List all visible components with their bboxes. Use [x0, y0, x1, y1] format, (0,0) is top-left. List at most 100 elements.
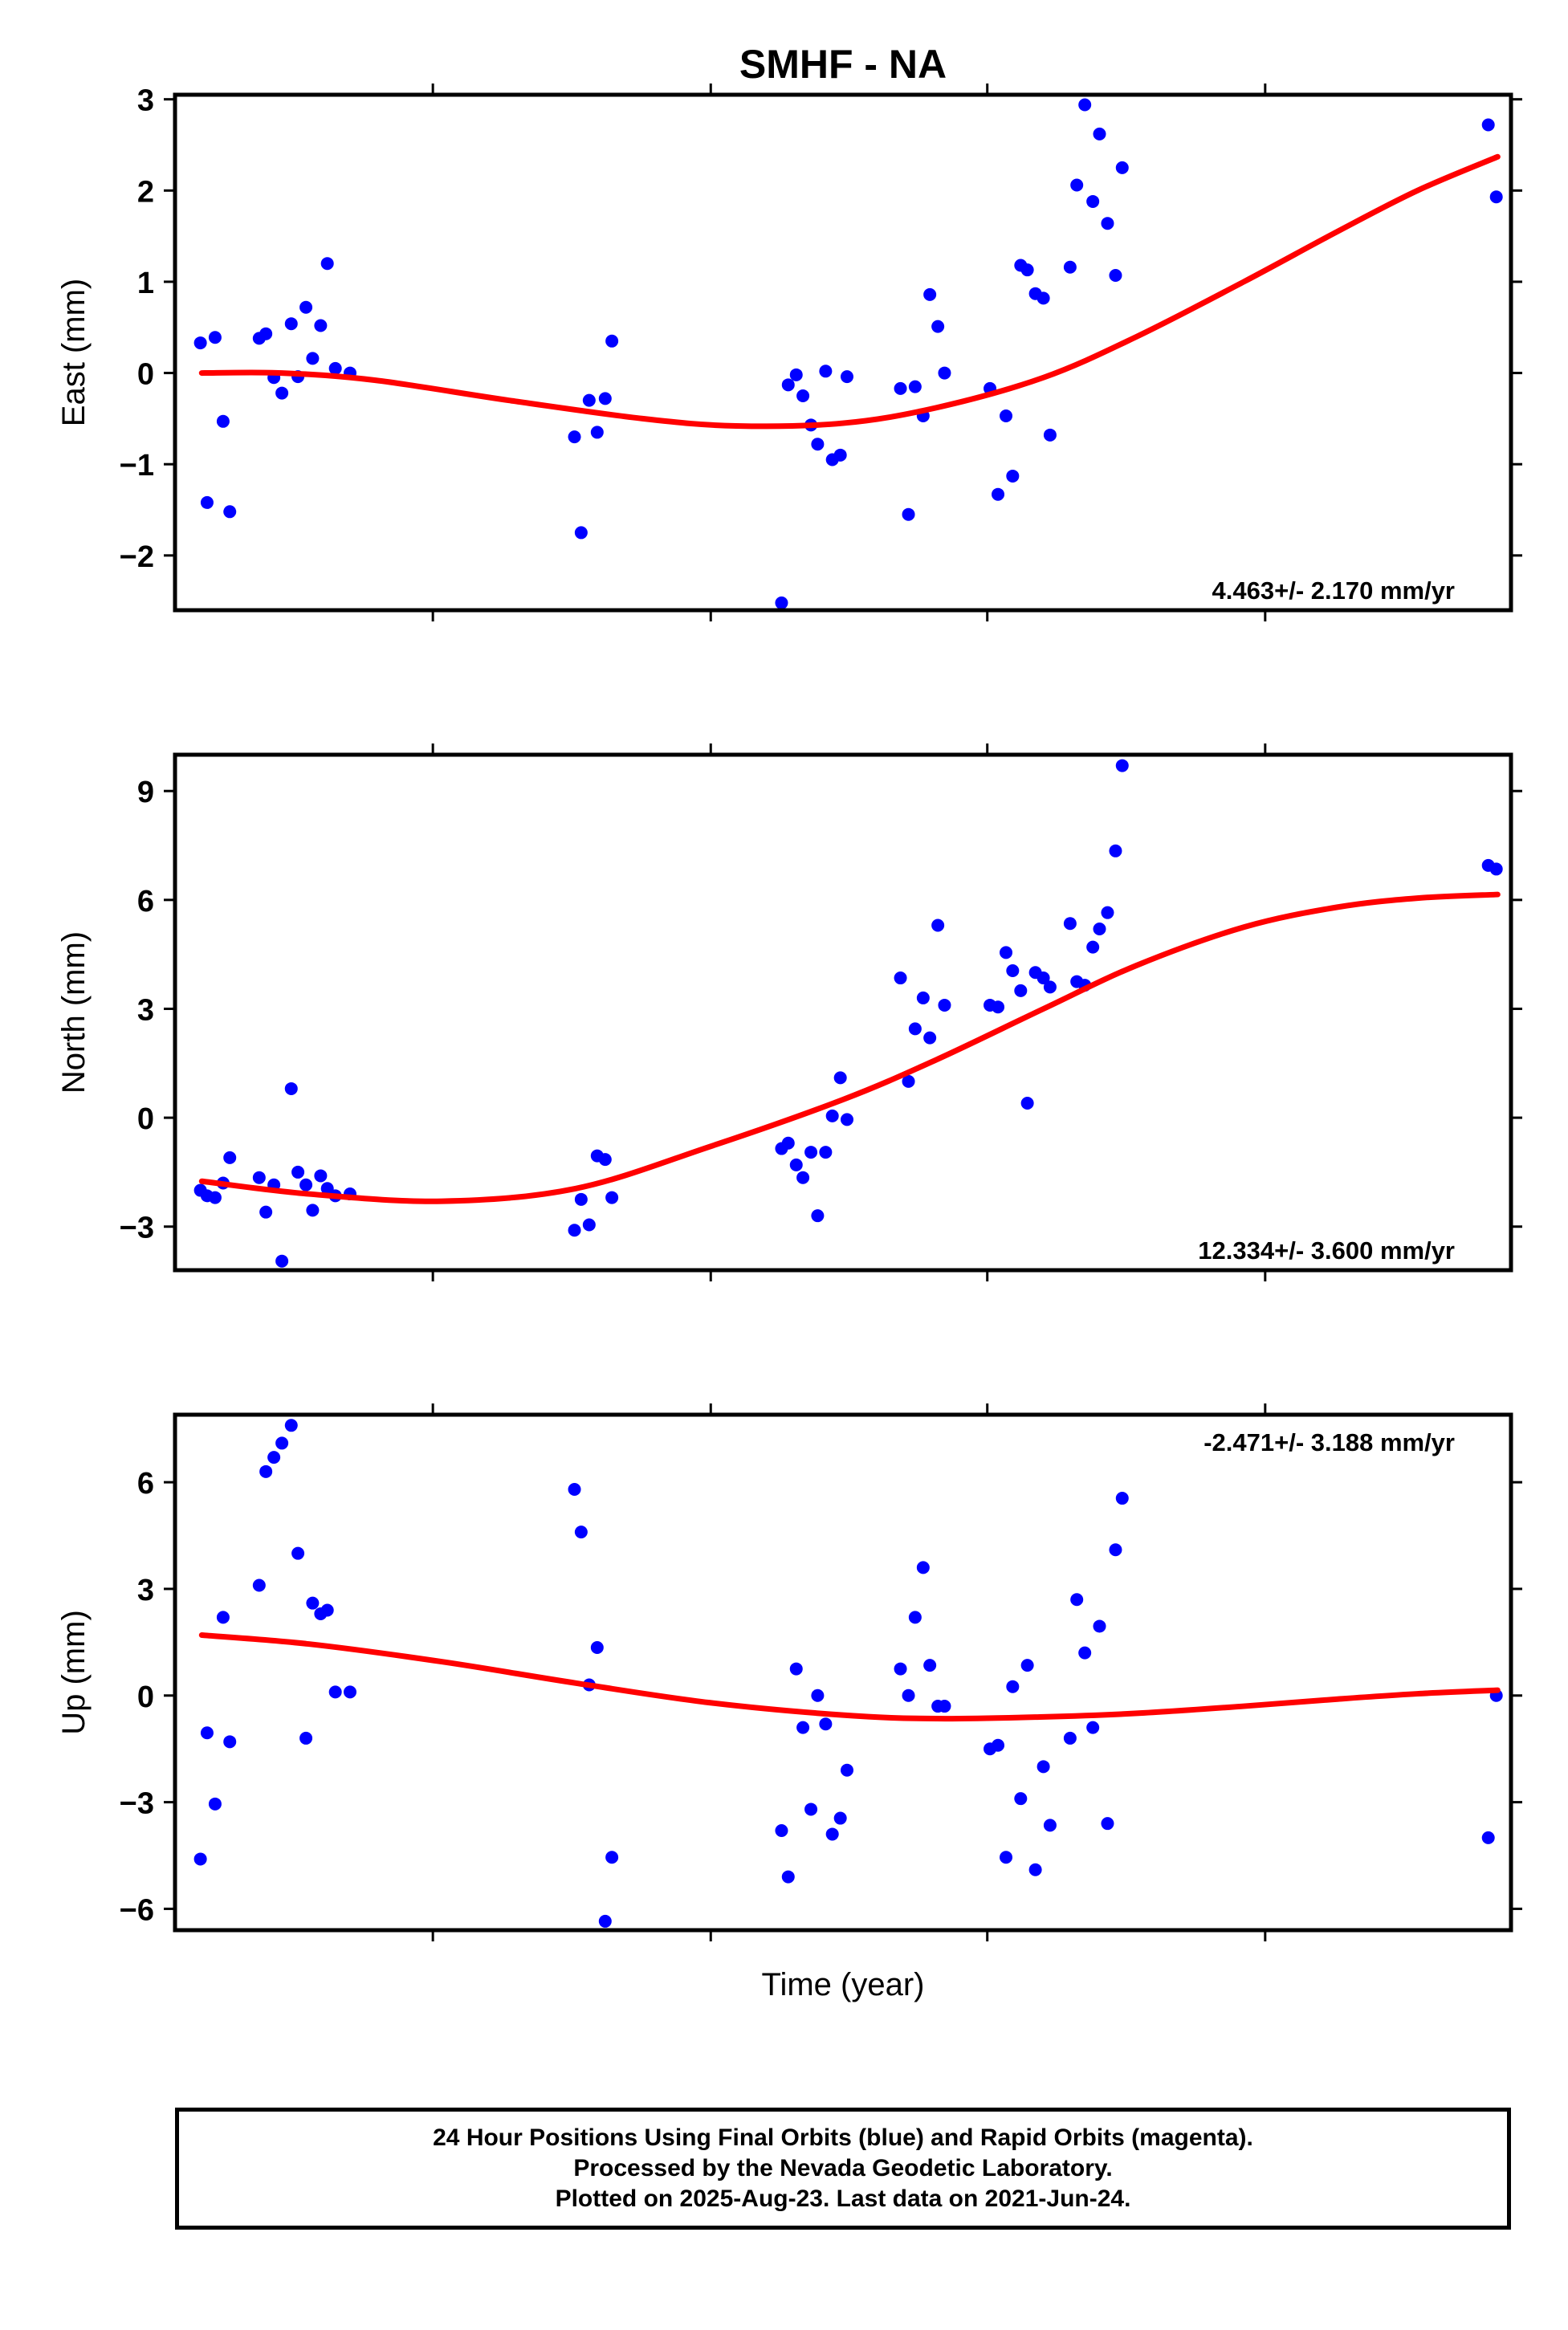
- data-point: [1037, 291, 1050, 305]
- data-point: [275, 1254, 289, 1268]
- data-point: [902, 1688, 915, 1702]
- data-point: [200, 495, 214, 509]
- data-point: [1037, 972, 1050, 985]
- data-point: [1070, 1593, 1084, 1607]
- data-point: [1000, 409, 1013, 422]
- data-point: [840, 1113, 853, 1126]
- data-point: [811, 438, 825, 451]
- data-point: [1000, 946, 1013, 959]
- data-point: [833, 1071, 847, 1085]
- data-point: [1101, 906, 1114, 919]
- data-point: [1093, 127, 1106, 141]
- data-point: [1037, 1760, 1050, 1774]
- data-point: [259, 327, 273, 340]
- data-point: [1093, 1619, 1106, 1633]
- data-point: [574, 1525, 588, 1539]
- data-point: [894, 1662, 907, 1676]
- data-point: [216, 1611, 230, 1624]
- panel-0: 3 2 1 0 −1 −2 East (mm) 4.463+/- 2.170 mm/yr: [56, 84, 1522, 621]
- plot-frame: [173, 92, 1513, 613]
- y-tick-label: 6: [137, 885, 154, 919]
- caption-line-2: Processed by the Nevada Geodetic Laborat…: [573, 2155, 1113, 2181]
- data-point: [1000, 1851, 1013, 1864]
- data-point: [1043, 428, 1057, 442]
- y-tick-label: 9: [137, 776, 154, 809]
- rate-annotation: 4.463+/- 2.170 mm/yr: [1212, 576, 1455, 605]
- data-point: [568, 1224, 581, 1237]
- data-point: [1020, 1659, 1034, 1672]
- data-point: [908, 1022, 922, 1036]
- data-point: [284, 1419, 298, 1432]
- data-point: [781, 1870, 795, 1884]
- data-point: [1043, 980, 1057, 994]
- data-point: [1086, 940, 1100, 954]
- data-point: [306, 352, 320, 365]
- data-point: [1489, 190, 1503, 204]
- data-point: [1101, 217, 1114, 230]
- data-point: [1093, 923, 1106, 936]
- data-point: [193, 1852, 207, 1866]
- data-point: [1115, 759, 1129, 772]
- data-point: [789, 368, 803, 381]
- data-point: [328, 1685, 342, 1699]
- data-point: [781, 378, 795, 392]
- data-point: [1063, 917, 1077, 931]
- y-axis-label: North (mm): [56, 931, 92, 1094]
- data-point: [343, 1685, 356, 1699]
- data-point: [819, 1717, 833, 1731]
- data-point: [938, 998, 951, 1012]
- data-point: [605, 1851, 619, 1864]
- data-point: [894, 381, 907, 395]
- data-point: [1020, 1097, 1034, 1110]
- caption-line-3: Plotted on 2025-Aug-23. Last data on 202…: [555, 2185, 1131, 2212]
- data-point: [568, 1482, 581, 1496]
- data-point: [314, 1169, 328, 1183]
- data-point: [1086, 194, 1100, 208]
- data-point: [811, 1209, 825, 1223]
- data-point: [931, 919, 945, 932]
- data-point: [916, 1561, 930, 1574]
- y-tick-label: 6: [137, 1467, 154, 1501]
- data-point: [1481, 1831, 1495, 1844]
- data-point: [804, 1802, 818, 1816]
- data-point: [1006, 964, 1020, 978]
- data-point: [833, 448, 847, 462]
- data-point: [796, 1171, 810, 1184]
- plot-frame: [173, 1412, 1513, 1933]
- data-point: [208, 1797, 222, 1811]
- data-point: [193, 336, 207, 350]
- chart-title: SMHF - NA: [739, 42, 947, 87]
- panel-2: 6 3 0 −3 −6 Up (mm) -2.471+/- 3.188 mm/yr: [56, 1403, 1522, 1941]
- data-point: [992, 1738, 1005, 1752]
- data-point: [789, 1158, 803, 1171]
- data-point: [1109, 1543, 1122, 1557]
- data-point: [605, 334, 619, 348]
- data-point: [840, 370, 853, 384]
- y-tick-label: −6: [120, 1893, 154, 1927]
- data-point: [775, 596, 788, 609]
- trend-line: [198, 891, 1501, 1204]
- y-tick-label: −1: [120, 449, 154, 483]
- caption-line-1: 24 Hour Positions Using Final Orbits (bl…: [433, 2124, 1253, 2151]
- data-point: [259, 1464, 273, 1478]
- data-point: [284, 1081, 298, 1095]
- data-point: [931, 320, 945, 333]
- data-point: [781, 1136, 795, 1150]
- data-point: [1063, 1731, 1077, 1745]
- data-point: [574, 1192, 588, 1206]
- data-point: [598, 1914, 612, 1928]
- x-axis-label: Time (year): [762, 1967, 925, 2002]
- trend-line: [198, 1632, 1501, 1722]
- data-point: [284, 317, 298, 331]
- y-tick-label: 2: [137, 175, 154, 209]
- rate-annotation: 12.334+/- 3.600 mm/yr: [1198, 1236, 1455, 1265]
- rate-annotation: -2.471+/- 3.188 mm/yr: [1203, 1428, 1455, 1456]
- data-point: [299, 1731, 313, 1745]
- data-point: [923, 287, 937, 301]
- data-point: [275, 386, 289, 400]
- data-point: [590, 426, 604, 439]
- data-point: [796, 1721, 810, 1734]
- data-point: [1014, 984, 1028, 997]
- data-point: [908, 1611, 922, 1624]
